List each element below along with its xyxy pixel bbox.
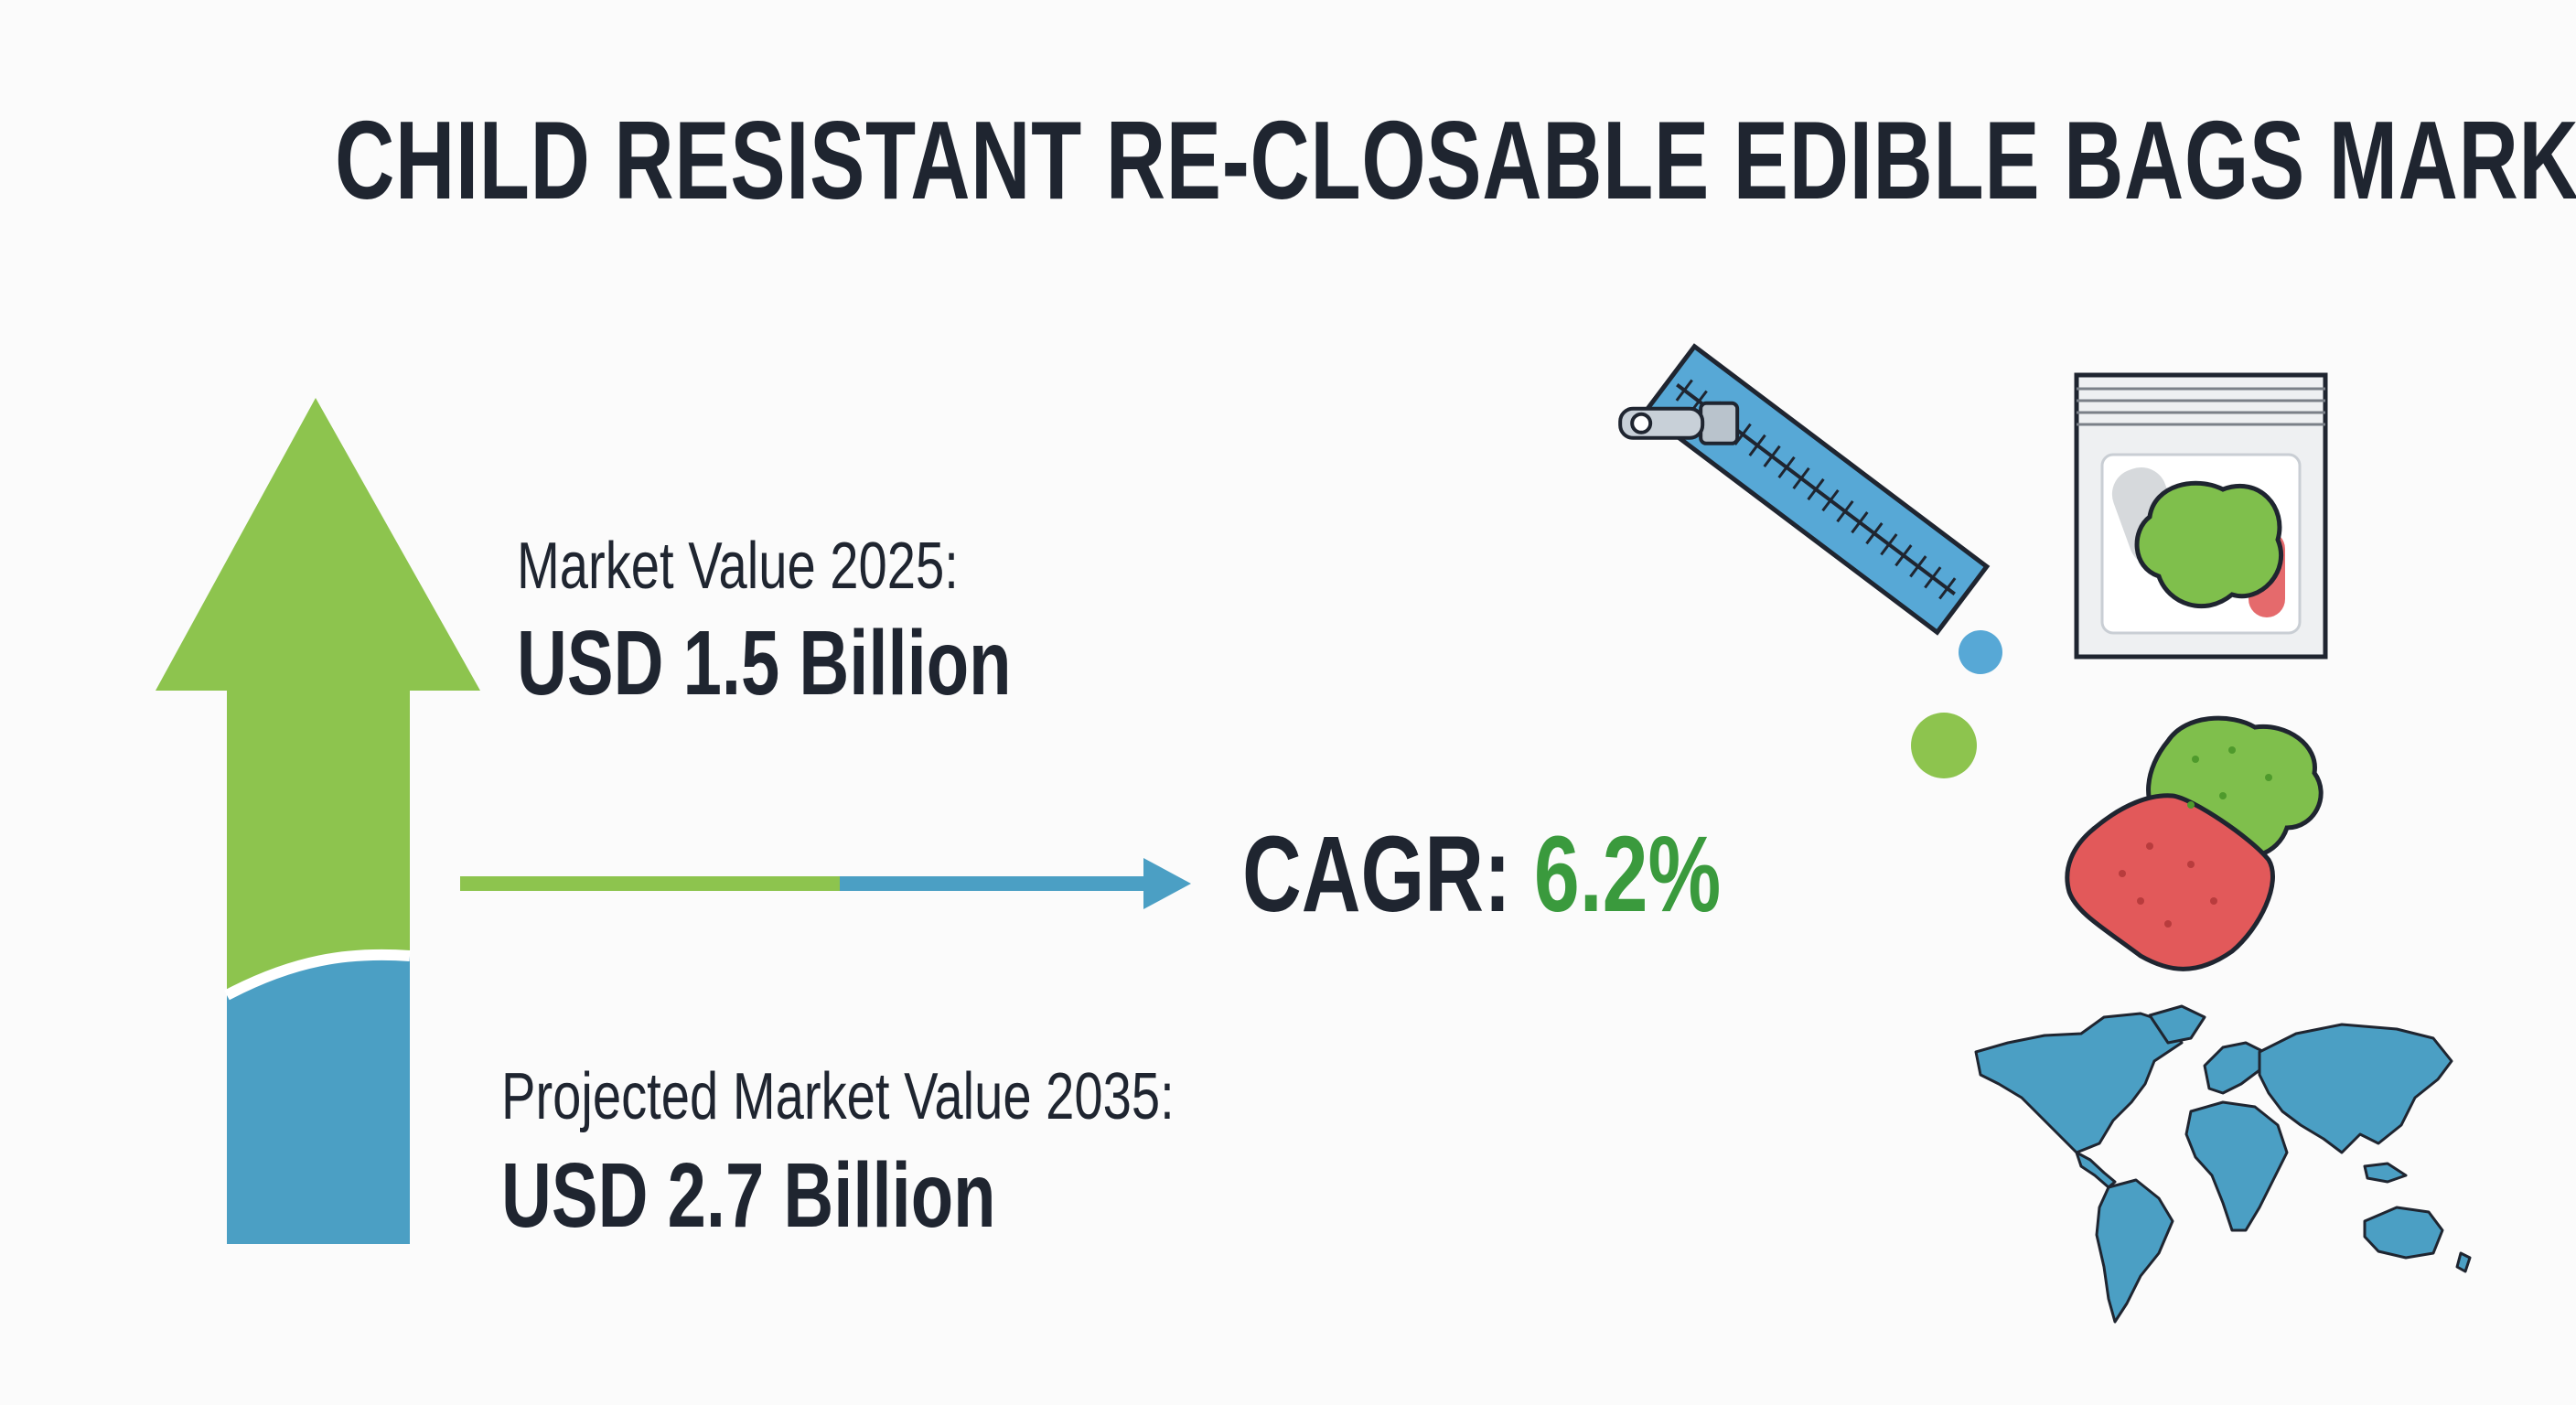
market-value-amount: USD 1.5 Billion <box>517 612 1012 714</box>
blue-dot-icon <box>1959 630 2002 674</box>
cagr-value: 6.2% <box>1533 814 1722 935</box>
resealable-bag-icon <box>2074 372 2328 660</box>
projected-value-amount: USD 2.7 Billion <box>501 1144 996 1247</box>
market-value-label: Market Value 2025: <box>517 530 959 603</box>
page-title: CHILD RESISTANT RE-CLOSABLE EDIBLE BAGS … <box>335 98 2576 222</box>
cagr-text: CAGR: 6.2% <box>1242 812 1721 937</box>
cagr-label: CAGR: <box>1242 814 1511 935</box>
world-map-icon <box>1974 1004 2472 1324</box>
zipper-icon <box>1618 343 1991 636</box>
gummy-candies-icon <box>2065 715 2324 971</box>
green-dot-icon <box>1911 713 1977 778</box>
projected-value-label: Projected Market Value 2035: <box>501 1060 1175 1133</box>
growth-arrow-icon <box>156 398 480 1244</box>
cagr-arrow-icon <box>460 858 1191 909</box>
